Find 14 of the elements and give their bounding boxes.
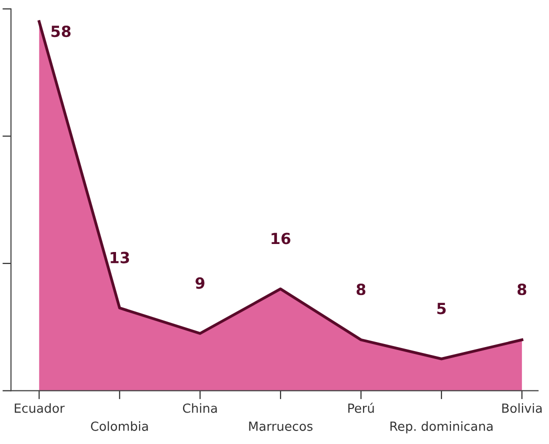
x-tick-label: Colombia [90,421,148,431]
data-label: 13 [110,252,130,264]
x-tick-label: Bolivia [502,403,542,413]
data-label: 58 [51,26,71,38]
data-label: 8 [356,284,366,296]
x-tick-label: Ecuador [14,403,65,413]
x-tick-label: China [182,403,217,413]
data-label: 16 [272,232,290,244]
x-tick-label: Marruecos [249,422,312,431]
x-tick-label: Rep. dominicana [390,421,493,434]
data-label: 9 [196,277,204,289]
data-label: 5 [437,302,446,314]
x-tick-label: Perú [348,402,374,413]
data-label: 8 [518,284,526,296]
